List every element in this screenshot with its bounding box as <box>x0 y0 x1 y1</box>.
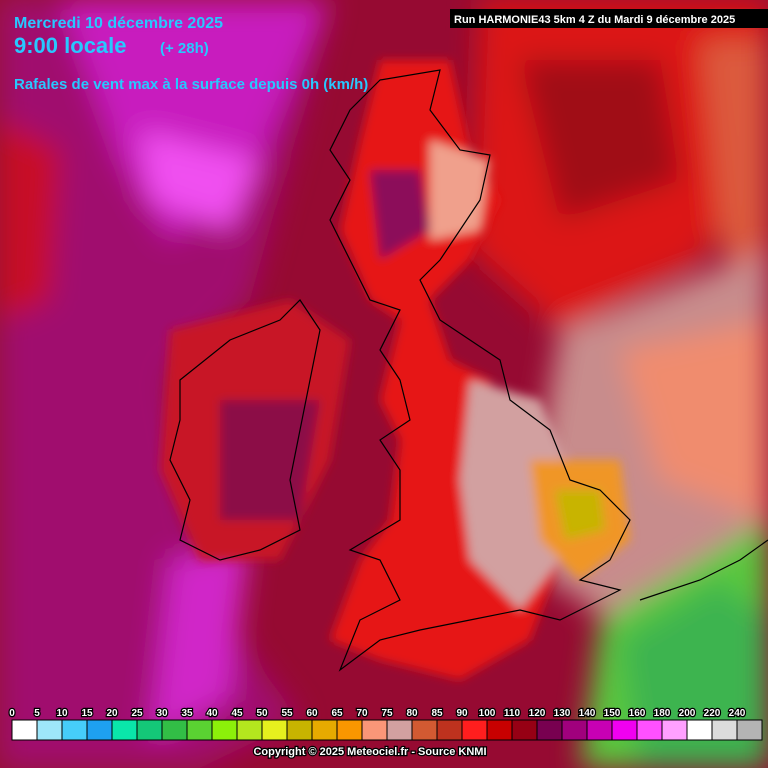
legend-swatch <box>236 719 263 741</box>
legend-label: 85 <box>431 708 443 719</box>
legend-swatch <box>361 719 388 741</box>
legend-label: 45 <box>231 708 243 719</box>
legend-swatch <box>611 719 638 741</box>
legend-label: 220 <box>704 708 721 719</box>
legend-swatch <box>211 719 238 741</box>
run-info: Run HARMONIE43 5km 4 Z du Mardi 9 décemb… <box>454 14 735 26</box>
legend-swatch <box>436 719 463 741</box>
time: 9:00 locale <box>14 33 127 58</box>
legend-swatch <box>161 719 188 741</box>
legend-label: 100 <box>479 708 496 719</box>
legend: 0 5 10 15 20 25 30 35 40 45 50 55 60 65 70 75 80 85 90 100 1… <box>8 707 763 741</box>
legend-label: 55 <box>281 708 293 719</box>
legend-label: 75 <box>381 708 393 719</box>
legend-swatch <box>686 719 713 741</box>
legend-swatch <box>561 719 588 741</box>
copyright: Copyright © 2025 Meteociel.fr - Source K… <box>253 746 486 758</box>
legend-label: 15 <box>81 708 93 719</box>
legend-label: 90 <box>456 708 468 719</box>
legend-swatch <box>61 719 88 741</box>
legend-swatch <box>261 719 288 741</box>
legend-swatch <box>586 719 613 741</box>
coastlines <box>169 69 768 672</box>
legend-label: 200 <box>679 708 696 719</box>
legend-label: 5 <box>34 708 40 719</box>
legend-label: 110 <box>504 708 521 719</box>
legend-swatch <box>736 719 763 741</box>
legend-label: 20 <box>106 708 118 719</box>
legend-swatch <box>511 719 538 741</box>
legend-swatch <box>286 719 313 741</box>
legend-swatch <box>711 719 738 741</box>
legend-label: 30 <box>156 708 168 719</box>
legend-label: 140 <box>579 708 596 719</box>
legend-label: 0 <box>9 708 15 719</box>
legend-swatch <box>386 719 413 741</box>
legend-label: 40 <box>206 708 218 719</box>
legend-swatch <box>311 719 338 741</box>
subtitle: Rafales de vent max à la surface depuis … <box>14 76 368 93</box>
legend-swatch <box>536 719 563 741</box>
legend-swatch <box>336 719 363 741</box>
legend-label: 150 <box>604 708 621 719</box>
legend-label: 50 <box>256 708 268 719</box>
date: Mercredi 10 décembre 2025 <box>14 15 223 32</box>
legend-label: 25 <box>131 708 143 719</box>
legend-swatch <box>36 719 63 741</box>
legend-label: 240 <box>729 708 746 719</box>
legend-swatch <box>136 719 163 741</box>
legend-label: 160 <box>629 708 646 719</box>
legend-swatch <box>111 719 138 741</box>
run-box <box>450 9 768 28</box>
legend-label: 180 <box>654 708 671 719</box>
legend-swatch <box>661 719 688 741</box>
legend-label: 70 <box>356 708 368 719</box>
legend-label: 80 <box>406 708 418 719</box>
legend-label: 60 <box>306 708 318 719</box>
legend-label: 120 <box>529 708 546 719</box>
lead-time: (+ 28h) <box>160 40 209 57</box>
legend-swatch <box>486 719 513 741</box>
legend-label: 35 <box>181 708 193 719</box>
legend-swatch <box>411 719 438 741</box>
legend-label: 130 <box>554 708 571 719</box>
legend-swatch <box>636 719 663 741</box>
legend-swatch <box>186 719 213 741</box>
legend-swatch <box>461 719 488 741</box>
legend-swatch <box>11 719 38 741</box>
legend-label: 65 <box>331 708 343 719</box>
legend-swatch <box>86 719 113 741</box>
legend-label: 10 <box>56 708 68 719</box>
